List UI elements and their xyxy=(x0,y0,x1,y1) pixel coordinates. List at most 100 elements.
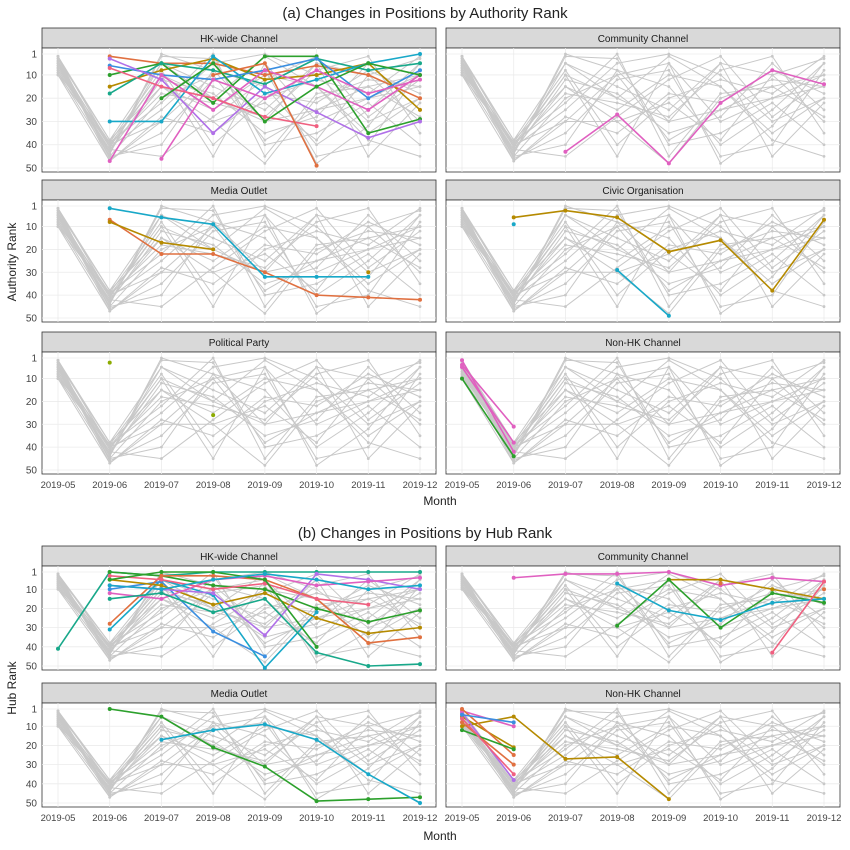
background-point xyxy=(418,101,422,105)
background-point xyxy=(667,782,671,786)
background-point xyxy=(822,78,826,81)
background-point xyxy=(564,377,567,380)
background-point xyxy=(564,282,567,286)
background-point xyxy=(418,715,422,719)
background-point xyxy=(160,603,163,607)
background-point xyxy=(770,275,774,279)
background-point xyxy=(366,591,370,595)
series-point xyxy=(460,716,464,721)
background-point xyxy=(822,115,826,119)
y-tick-label: 1 xyxy=(31,50,37,61)
background-point xyxy=(315,220,318,224)
background-point xyxy=(719,645,722,649)
background-point xyxy=(263,236,267,240)
background-point xyxy=(822,282,826,286)
background-point xyxy=(719,724,722,728)
background-point xyxy=(822,259,826,263)
background-point xyxy=(366,610,370,614)
background-point xyxy=(315,243,318,247)
panel-title: Non-HK Channel xyxy=(605,338,681,349)
background-point xyxy=(667,243,671,247)
series-point xyxy=(418,96,422,101)
series-point xyxy=(511,575,516,580)
background-line xyxy=(461,62,825,165)
background-point xyxy=(770,115,774,119)
background-point xyxy=(770,305,774,308)
series-point xyxy=(366,135,371,140)
background-line xyxy=(461,716,825,795)
background-point xyxy=(822,753,826,757)
background-point xyxy=(418,358,422,362)
background-point xyxy=(263,747,267,751)
background-point xyxy=(822,711,826,715)
background-point xyxy=(822,293,826,297)
background-point xyxy=(366,626,370,630)
background-point xyxy=(512,296,516,299)
background-point xyxy=(719,709,722,713)
background-point xyxy=(719,85,722,88)
background-point xyxy=(211,715,215,719)
background-point xyxy=(108,645,112,649)
y-tick-label: 40 xyxy=(26,443,38,454)
background-point xyxy=(770,138,774,142)
background-point xyxy=(822,422,826,426)
background-point xyxy=(667,584,671,587)
background-line xyxy=(461,74,825,146)
series-line xyxy=(668,578,825,600)
background-point xyxy=(108,138,112,142)
background-point xyxy=(366,229,370,233)
x-tick-label: 2019-05 xyxy=(41,480,76,491)
background-point xyxy=(366,441,370,444)
background-line xyxy=(461,56,825,141)
background-point xyxy=(460,206,464,210)
background-point xyxy=(822,591,826,595)
background-point xyxy=(667,778,671,782)
background-point xyxy=(460,73,464,77)
background-point xyxy=(108,461,112,465)
background-point xyxy=(615,96,619,100)
background-point xyxy=(512,138,516,142)
background-point xyxy=(770,740,774,744)
background-point xyxy=(667,108,671,112)
background-point xyxy=(822,68,826,72)
background-point xyxy=(770,400,774,403)
background-point xyxy=(366,434,370,438)
background-point xyxy=(564,724,567,728)
background-point xyxy=(366,767,370,770)
background-point xyxy=(263,293,267,297)
background-point xyxy=(564,603,567,607)
background-point xyxy=(719,248,722,251)
background-point xyxy=(719,734,722,738)
series-point xyxy=(211,68,216,73)
background-point xyxy=(108,452,112,456)
background-point xyxy=(263,645,267,649)
background-point xyxy=(615,236,619,240)
background-point xyxy=(719,747,722,751)
series-point xyxy=(262,96,267,101)
background-point xyxy=(263,434,267,438)
background-point xyxy=(263,143,267,147)
background-point xyxy=(667,759,671,763)
background-point xyxy=(211,418,215,422)
background-point xyxy=(615,578,619,582)
background-point xyxy=(263,225,267,228)
background-point xyxy=(56,218,60,222)
background-point xyxy=(822,792,826,795)
background-point xyxy=(418,422,422,426)
background-point xyxy=(770,73,774,77)
background-line xyxy=(461,377,825,448)
y-tick-label: 40 xyxy=(26,291,38,302)
series-point xyxy=(107,596,112,601)
background-point xyxy=(615,404,619,408)
background-point xyxy=(366,115,370,119)
background-point xyxy=(770,427,774,431)
background-point xyxy=(667,434,671,438)
background-point xyxy=(822,724,826,728)
series-point xyxy=(822,600,826,605)
x-tick-label: 2019-11 xyxy=(755,480,789,491)
background-point xyxy=(108,145,112,149)
background-point xyxy=(211,445,215,449)
series-point xyxy=(666,161,671,166)
background-point xyxy=(770,252,774,256)
